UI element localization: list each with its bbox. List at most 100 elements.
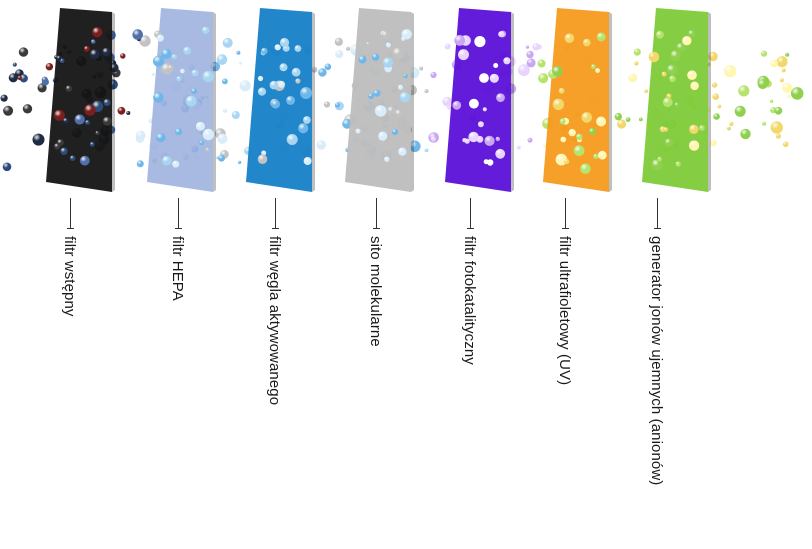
particle-highlight: [403, 73, 408, 79]
label-ion: generator jonów ujemnych (anionów): [648, 236, 665, 486]
particle-highlight: [769, 99, 774, 104]
particle-highlight: [222, 37, 233, 48]
particle-highlight: [381, 30, 390, 40]
particle-highlight: [564, 33, 575, 43]
particle-highlight: [782, 82, 793, 93]
particle-highlight: [634, 61, 639, 66]
particle-highlight: [334, 102, 341, 108]
particle-highlight: [538, 73, 549, 84]
particle-highlight: [135, 130, 146, 141]
particle-highlight: [591, 64, 596, 70]
particle-highlight: [452, 100, 462, 110]
particle-highlight: [201, 26, 210, 34]
pointer-pre: [67, 198, 74, 229]
particle-highlight: [261, 47, 268, 55]
label-carbon: filtr węgla aktywowanego: [266, 236, 283, 406]
particle-highlight: [153, 55, 165, 67]
particle-highlight: [257, 87, 267, 96]
particle-highlight: [373, 89, 381, 97]
panel-carbon-face: [246, 8, 312, 192]
pointer-carbon: [272, 198, 279, 229]
particle-highlight: [83, 45, 90, 52]
particle-highlight: [371, 53, 380, 61]
particle-highlight: [17, 75, 22, 81]
particle-highlight: [496, 93, 505, 102]
particle-highlight: [675, 161, 681, 167]
particle-highlight: [62, 117, 69, 124]
particle-highlight: [573, 145, 585, 157]
particle-highlight: [286, 95, 295, 105]
panel-sieve-edge: [411, 12, 414, 192]
particle-highlight: [776, 56, 788, 68]
particle-highlight: [495, 148, 506, 159]
particle-highlight: [185, 95, 197, 107]
particle-highlight: [398, 147, 407, 156]
particle-highlight: [477, 121, 484, 128]
particle-highlight: [676, 42, 686, 52]
filtration-illustration: [0, 8, 804, 192]
particle-highlight: [53, 109, 65, 121]
particle-highlight: [487, 159, 494, 166]
panel-uv: [543, 8, 612, 192]
particle-highlight: [757, 79, 768, 90]
particle-highlight: [398, 84, 403, 90]
particle-highlight: [464, 138, 470, 144]
particle-highlight: [279, 37, 290, 48]
particle-highlight: [614, 112, 622, 121]
particle-highlight: [291, 67, 301, 77]
particle-highlight: [223, 108, 228, 113]
particle-highlight: [0, 94, 8, 102]
particle-highlight: [346, 46, 350, 51]
panel-carbon-edge: [312, 12, 315, 192]
particle-highlight: [552, 98, 565, 111]
particle-highlight: [91, 39, 96, 44]
particle-highlight: [498, 31, 505, 38]
particle-highlight: [666, 64, 678, 76]
particle-highlight: [22, 104, 33, 114]
pointer-uv: [562, 198, 569, 229]
particle-highlight: [563, 158, 570, 165]
particle-highlight: [271, 99, 280, 109]
particle-highlight: [180, 68, 185, 74]
particle-highlight: [216, 54, 228, 65]
particle-highlight: [139, 35, 151, 47]
particle-highlight: [74, 114, 85, 125]
particle-highlight: [408, 67, 420, 79]
particle-highlight: [435, 150, 445, 160]
particle-highlight: [12, 62, 17, 67]
particle-highlight: [790, 87, 804, 100]
particle-highlight: [218, 154, 225, 162]
particle-highlight: [156, 133, 166, 143]
pointer-sieve: [373, 198, 380, 229]
particle-highlight: [316, 140, 327, 150]
particle-highlight: [781, 68, 786, 73]
particle-highlight: [300, 87, 312, 99]
particle-highlight: [279, 63, 288, 72]
particle-highlight: [318, 68, 327, 77]
particle-highlight: [384, 156, 390, 162]
particle-highlight: [202, 128, 215, 141]
particle-highlight: [156, 34, 164, 42]
particle-highlight: [32, 133, 45, 146]
panel-photo-edge: [511, 12, 514, 192]
particle-highlight: [355, 128, 361, 134]
particle-highlight: [269, 80, 279, 90]
particle-highlight: [717, 104, 722, 109]
particle-highlight: [167, 65, 174, 71]
particle-highlight: [596, 116, 607, 127]
particle-highlight: [787, 94, 791, 99]
particle-highlight: [222, 78, 228, 85]
particle-highlight: [18, 47, 29, 57]
particle-highlight: [399, 92, 410, 103]
particle-highlight: [238, 160, 242, 164]
particle-highlight: [401, 29, 412, 40]
particle-highlight: [576, 133, 583, 140]
particle-highlight: [537, 59, 546, 68]
particle-highlight: [41, 76, 48, 83]
particle-highlight: [84, 104, 96, 116]
particle-highlight: [236, 50, 241, 55]
particle-highlight: [442, 96, 453, 107]
panel-hepa-edge: [213, 12, 216, 192]
particle-highlight: [239, 80, 251, 92]
particle-highlight: [183, 46, 192, 55]
